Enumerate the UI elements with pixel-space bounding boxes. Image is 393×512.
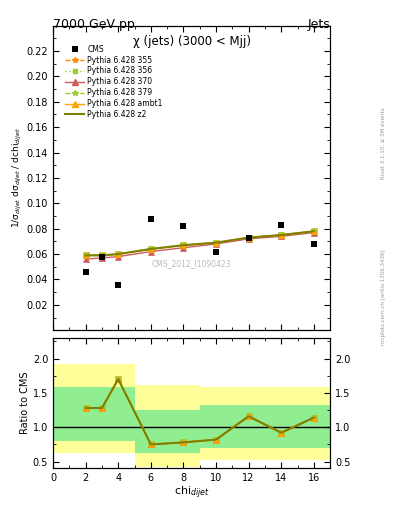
CMS <box>279 222 284 228</box>
Pythia 6.428 ambt1 <box>181 242 186 248</box>
Pythia 6.428 370 <box>214 241 219 247</box>
Pythia 6.428 355 <box>181 242 186 248</box>
Pythia 6.428 370 <box>312 229 316 236</box>
Pythia 6.428 379 <box>181 242 186 248</box>
Pythia 6.428 379 <box>312 228 316 234</box>
Pythia 6.428 370 <box>99 255 104 261</box>
Line: Pythia 6.428 356: Pythia 6.428 356 <box>83 228 317 258</box>
CMS <box>99 253 104 260</box>
Pythia 6.428 379 <box>214 240 219 246</box>
Pythia 6.428 355 <box>214 240 219 246</box>
Pythia 6.428 356 <box>83 252 88 259</box>
Pythia 6.428 z2 <box>83 252 88 259</box>
Pythia 6.428 356 <box>214 240 219 246</box>
Y-axis label: Ratio to CMS: Ratio to CMS <box>20 372 30 435</box>
Pythia 6.428 z2 <box>279 232 284 238</box>
Pythia 6.428 z2 <box>181 242 186 248</box>
Pythia 6.428 379 <box>246 234 251 241</box>
Text: CMS_2012_I1090423: CMS_2012_I1090423 <box>152 259 231 268</box>
Pythia 6.428 356 <box>116 251 121 257</box>
CMS <box>181 223 186 229</box>
Pythia 6.428 356 <box>246 234 251 241</box>
Pythia 6.428 ambt1 <box>99 252 104 259</box>
Pythia 6.428 379 <box>116 251 121 257</box>
Pythia 6.428 370 <box>181 245 186 251</box>
Y-axis label: 1/σ$_{dijet}$ dσ$_{dijet}$ / dchi$_{dijet}$: 1/σ$_{dijet}$ dσ$_{dijet}$ / dchi$_{dije… <box>11 127 24 228</box>
Pythia 6.428 z2 <box>116 251 121 257</box>
Line: Pythia 6.428 ambt1: Pythia 6.428 ambt1 <box>83 228 317 258</box>
X-axis label: chi$_{dijet}$: chi$_{dijet}$ <box>174 485 209 501</box>
Pythia 6.428 z2 <box>246 234 251 241</box>
Pythia 6.428 370 <box>279 233 284 240</box>
Pythia 6.428 ambt1 <box>116 251 121 257</box>
Pythia 6.428 379 <box>279 232 284 238</box>
Pythia 6.428 370 <box>116 253 121 260</box>
Pythia 6.428 356 <box>312 228 316 234</box>
Pythia 6.428 370 <box>149 248 153 254</box>
CMS <box>83 269 88 275</box>
Text: 7000 GeV pp: 7000 GeV pp <box>53 18 135 31</box>
Pythia 6.428 355 <box>279 232 284 238</box>
Pythia 6.428 ambt1 <box>279 232 284 238</box>
Pythia 6.428 ambt1 <box>83 252 88 259</box>
Pythia 6.428 356 <box>279 232 284 238</box>
Pythia 6.428 ambt1 <box>214 240 219 246</box>
Pythia 6.428 355 <box>99 252 104 259</box>
Pythia 6.428 z2 <box>312 228 316 234</box>
Pythia 6.428 z2 <box>214 240 219 246</box>
Pythia 6.428 379 <box>99 252 104 259</box>
CMS <box>116 282 121 288</box>
Pythia 6.428 z2 <box>149 246 153 252</box>
CMS <box>246 234 251 241</box>
CMS <box>214 248 219 254</box>
Line: Pythia 6.428 355: Pythia 6.428 355 <box>83 228 317 258</box>
Line: Pythia 6.428 z2: Pythia 6.428 z2 <box>86 231 314 255</box>
CMS <box>149 216 153 222</box>
Pythia 6.428 356 <box>149 246 153 252</box>
Pythia 6.428 355 <box>149 246 153 252</box>
CMS <box>312 241 316 247</box>
Text: χ (jets) (3000 < Mjj): χ (jets) (3000 < Mjj) <box>132 35 251 48</box>
Legend: CMS, Pythia 6.428 355, Pythia 6.428 356, Pythia 6.428 370, Pythia 6.428 379, Pyt: CMS, Pythia 6.428 355, Pythia 6.428 356,… <box>65 45 163 119</box>
Pythia 6.428 355 <box>83 252 88 259</box>
Pythia 6.428 ambt1 <box>312 228 316 234</box>
Text: mcplots.cern.ch [arXiv:1306.3436]: mcplots.cern.ch [arXiv:1306.3436] <box>381 249 386 345</box>
Pythia 6.428 ambt1 <box>246 234 251 241</box>
Pythia 6.428 355 <box>116 251 121 257</box>
Pythia 6.428 370 <box>83 256 88 262</box>
Pythia 6.428 355 <box>246 234 251 241</box>
Line: Pythia 6.428 370: Pythia 6.428 370 <box>83 230 317 262</box>
Pythia 6.428 356 <box>99 252 104 259</box>
Text: Rivet 3.1.10, ≥ 3M events: Rivet 3.1.10, ≥ 3M events <box>381 108 386 179</box>
Pythia 6.428 379 <box>149 246 153 252</box>
Pythia 6.428 370 <box>246 236 251 242</box>
Pythia 6.428 379 <box>83 252 88 259</box>
Line: CMS: CMS <box>82 215 317 288</box>
Pythia 6.428 356 <box>181 242 186 248</box>
Text: Jets: Jets <box>307 18 330 31</box>
Pythia 6.428 355 <box>312 228 316 234</box>
Pythia 6.428 ambt1 <box>149 246 153 252</box>
Line: Pythia 6.428 379: Pythia 6.428 379 <box>83 228 317 258</box>
Pythia 6.428 z2 <box>99 252 104 259</box>
